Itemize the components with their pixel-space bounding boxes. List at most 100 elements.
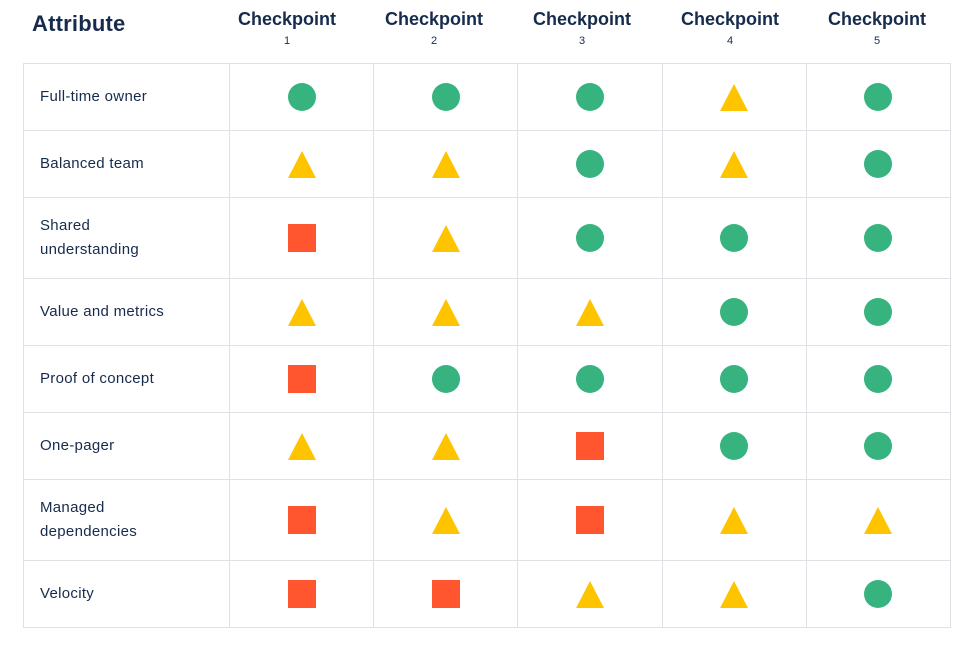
red-square-icon	[575, 432, 604, 460]
status-cell	[805, 63, 952, 131]
checkpoint-title: Checkpoint	[827, 9, 926, 29]
green-circle-icon	[864, 224, 893, 252]
status-cell	[228, 479, 375, 561]
status-cell	[517, 345, 663, 413]
status-cell	[228, 197, 375, 279]
attribute-column-title: Attribute	[32, 11, 126, 36]
red-square-icon	[431, 580, 460, 608]
attribute-label: One-pager	[23, 412, 230, 480]
yellow-triangle-icon	[431, 298, 460, 326]
status-cell	[228, 560, 375, 628]
checkpoint-number: 1	[283, 35, 291, 47]
green-circle-icon	[575, 365, 604, 393]
status-cell	[805, 278, 952, 346]
status-cell	[373, 560, 519, 628]
status-cell	[228, 345, 375, 413]
status-cell	[661, 412, 807, 480]
checkpoint-table: Full-time owner Balanced team Shared und…	[23, 63, 952, 628]
yellow-triangle-icon	[287, 298, 316, 326]
status-cell	[661, 479, 807, 561]
table-row: Shared understanding	[23, 197, 952, 279]
green-circle-icon	[720, 298, 749, 326]
table-row: One-pager	[23, 412, 952, 480]
green-circle-icon	[431, 365, 460, 393]
status-cell	[805, 345, 952, 413]
checkpoint-number: 4	[726, 35, 734, 47]
checkpoint-number: 2	[430, 35, 438, 47]
status-cell	[805, 197, 952, 279]
table-header: Attribute Checkpoint 1 Checkpoint 2 Chec…	[0, 0, 978, 63]
yellow-triangle-icon	[431, 432, 460, 460]
yellow-triangle-icon	[720, 83, 749, 111]
status-cell	[661, 130, 807, 198]
yellow-triangle-icon	[287, 150, 316, 178]
status-cell	[517, 197, 663, 279]
checkpoint-header-3: Checkpoint 3	[508, 8, 656, 47]
red-square-icon	[287, 365, 316, 393]
red-square-icon	[287, 506, 316, 534]
yellow-triangle-icon	[431, 506, 460, 534]
checkpoint-header-2: Checkpoint 2	[360, 8, 508, 47]
green-circle-icon	[720, 365, 749, 393]
yellow-triangle-icon	[720, 150, 749, 178]
attribute-label: Velocity	[23, 560, 230, 628]
status-cell	[373, 345, 519, 413]
green-circle-icon	[864, 580, 893, 608]
status-cell	[805, 560, 952, 628]
green-circle-icon	[864, 432, 893, 460]
attribute-label: Full-time owner	[23, 63, 230, 131]
status-cell	[661, 63, 807, 131]
green-circle-icon	[575, 150, 604, 178]
status-cell	[517, 412, 663, 480]
status-cell	[661, 278, 807, 346]
green-circle-icon	[431, 83, 460, 111]
checkpoint-header-5: Checkpoint 5	[803, 8, 951, 47]
table-row: Proof of concept	[23, 345, 952, 413]
yellow-triangle-icon	[720, 580, 749, 608]
yellow-triangle-icon	[575, 298, 604, 326]
table-row: Managed dependencies	[23, 479, 952, 561]
yellow-triangle-icon	[864, 506, 893, 534]
table-row: Balanced team	[23, 130, 952, 198]
yellow-triangle-icon	[431, 150, 460, 178]
status-cell	[517, 63, 663, 131]
status-cell	[661, 197, 807, 279]
status-cell	[373, 412, 519, 480]
red-square-icon	[287, 224, 316, 252]
green-circle-icon	[720, 224, 749, 252]
status-cell	[517, 130, 663, 198]
status-cell	[373, 278, 519, 346]
checkpoint-table-body: Full-time owner Balanced team Shared und…	[23, 63, 952, 628]
table-row: Full-time owner	[23, 63, 952, 131]
green-circle-icon	[864, 83, 893, 111]
status-cell	[228, 130, 375, 198]
status-cell	[373, 479, 519, 561]
attribute-label: Shared understanding	[23, 197, 230, 279]
checkpoint-title: Checkpoint	[237, 9, 336, 29]
status-cell	[228, 278, 375, 346]
status-cell	[228, 412, 375, 480]
green-circle-icon	[864, 365, 893, 393]
green-circle-icon	[864, 298, 893, 326]
red-square-icon	[575, 506, 604, 534]
checkpoint-title: Checkpoint	[680, 9, 779, 29]
green-circle-icon	[864, 150, 893, 178]
status-cell	[661, 345, 807, 413]
attribute-label: Managed dependencies	[23, 479, 230, 561]
green-circle-icon	[720, 432, 749, 460]
checkpoint-header-4: Checkpoint 4	[656, 8, 804, 47]
status-cell	[373, 63, 519, 131]
green-circle-icon	[575, 224, 604, 252]
checkpoint-number: 3	[578, 35, 586, 47]
status-cell	[661, 560, 807, 628]
yellow-triangle-icon	[720, 506, 749, 534]
status-cell	[373, 130, 519, 198]
checkpoint-number: 5	[873, 35, 881, 47]
status-cell	[517, 560, 663, 628]
green-circle-icon	[575, 83, 604, 111]
attribute-label: Proof of concept	[23, 345, 230, 413]
green-circle-icon	[287, 83, 316, 111]
table-row: Velocity	[23, 560, 952, 628]
red-square-icon	[287, 580, 316, 608]
yellow-triangle-icon	[575, 580, 604, 608]
